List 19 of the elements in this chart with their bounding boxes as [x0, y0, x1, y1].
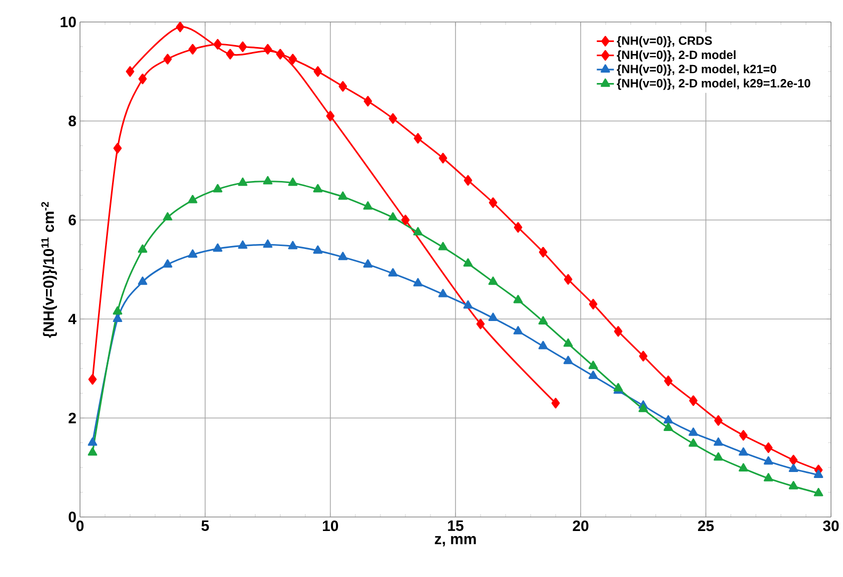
- x-tick-label: 0: [76, 520, 84, 532]
- x-tick-label: 15: [448, 520, 464, 531]
- legend-label: {NH(v=0)}, 2-D model, k29=1.2e-10: [616, 78, 810, 90]
- legend-label: {NH(v=0)}, 2-D model, k21=0: [616, 64, 776, 76]
- x-tick-label: 20: [572, 520, 588, 532]
- y-axis-title: {NH(v=0)}/10$^{11}$ cm$^{-2}$: [41, 202, 57, 338]
- legend-label: {NH(v=0)}, CRDS: [616, 36, 712, 48]
- y-tick-label: 10: [60, 16, 76, 28]
- y-tick-label: 2: [68, 412, 76, 424]
- y-tick-label: 8: [68, 116, 76, 126]
- y-tick-label: 4: [68, 314, 76, 324]
- y-tick-label: 0: [68, 512, 76, 522]
- x-tick-label: 5: [201, 520, 209, 531]
- x-tick-label: 25: [698, 520, 714, 532]
- x-tick-label: 10: [322, 520, 338, 532]
- y-tick-label: 6: [68, 214, 76, 226]
- legend-label: {NH(v=0)}, 2-D model: [616, 50, 736, 62]
- x-tick-label: 30: [823, 520, 839, 532]
- x-axis-title: z, mm: [434, 536, 476, 546]
